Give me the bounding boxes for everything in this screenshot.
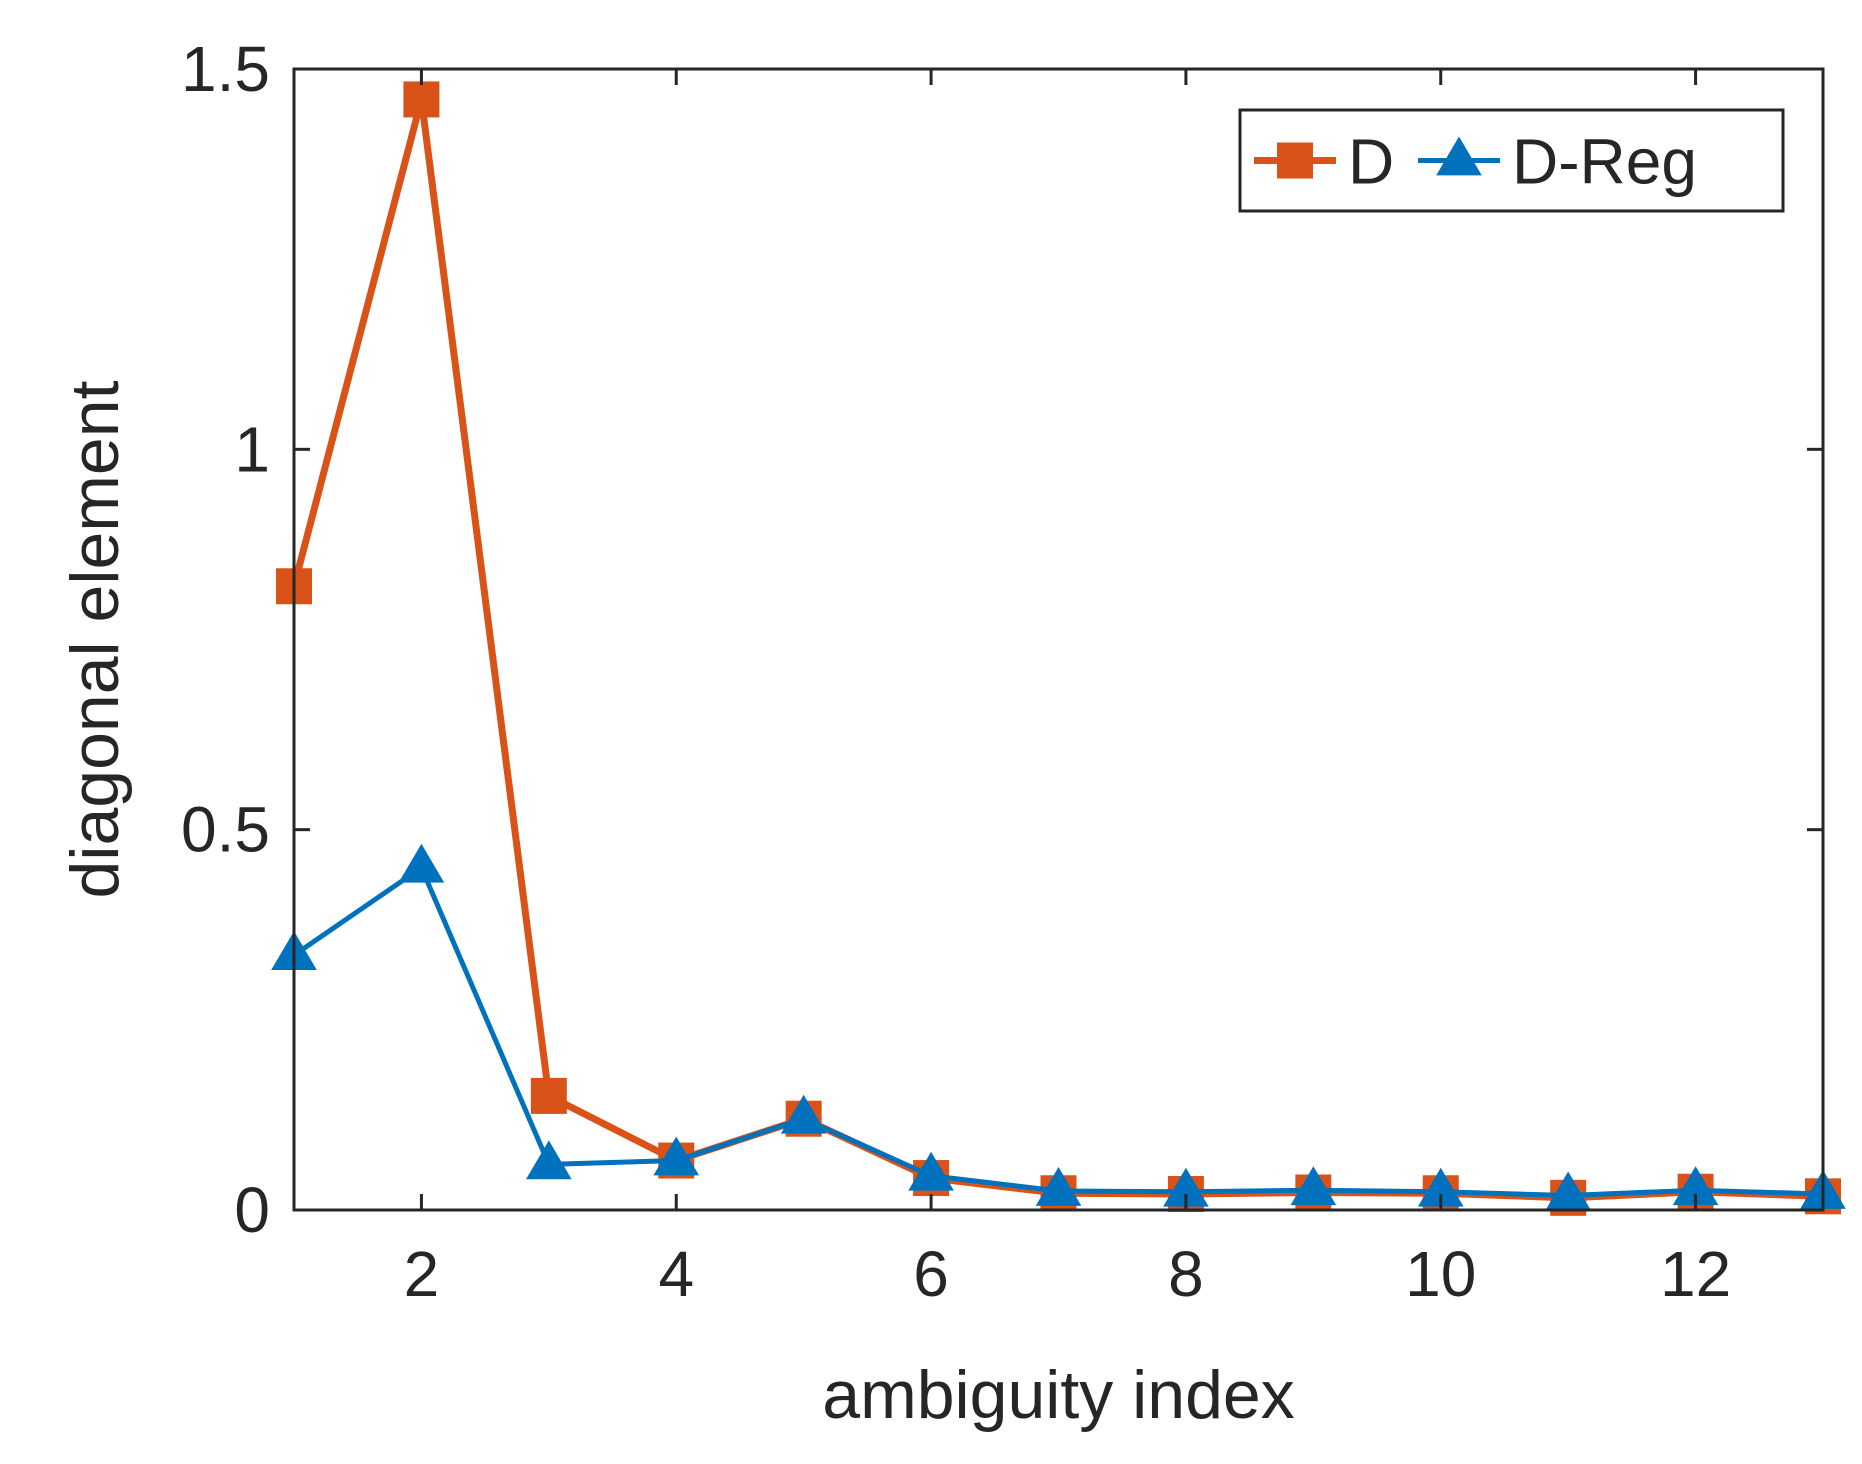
x-tick-label: 8 xyxy=(1168,1238,1204,1310)
y-tick-label: 1 xyxy=(234,413,270,485)
data-point xyxy=(398,843,445,883)
data-point xyxy=(908,1151,954,1191)
data-point xyxy=(653,1136,700,1176)
data-point xyxy=(526,1140,572,1180)
data-point xyxy=(530,1077,567,1114)
x-tick-label: 2 xyxy=(404,1238,440,1310)
y-axis-title: diagonal element xyxy=(57,380,133,898)
axes-box xyxy=(292,67,1825,1212)
data-point xyxy=(1035,1166,1082,1206)
data-point xyxy=(1163,1167,1209,1207)
legend: D D-Reg xyxy=(1238,108,1785,213)
data-point xyxy=(1672,1166,1719,1206)
legend-marker xyxy=(1277,142,1313,179)
x-axis-title: ambiguity index xyxy=(822,1357,1294,1433)
legend-label: D-Reg xyxy=(1512,126,1697,198)
data-point xyxy=(1545,1171,1591,1211)
y-tick-label: 1.5 xyxy=(181,33,270,105)
data-point xyxy=(1290,1166,1337,1206)
x-tick-label: 4 xyxy=(658,1238,694,1310)
x-tick-label: 10 xyxy=(1405,1238,1476,1310)
y-tick-label: 0.5 xyxy=(181,794,270,866)
data-point xyxy=(780,1094,827,1134)
data-point xyxy=(1417,1167,1464,1207)
x-tick-label: 6 xyxy=(913,1238,949,1310)
x-tick-label: 12 xyxy=(1660,1238,1731,1310)
legend-label: D xyxy=(1348,126,1394,198)
legend-marker xyxy=(1436,136,1482,176)
y-tick-label: 0 xyxy=(234,1174,270,1246)
data-point xyxy=(403,81,440,118)
